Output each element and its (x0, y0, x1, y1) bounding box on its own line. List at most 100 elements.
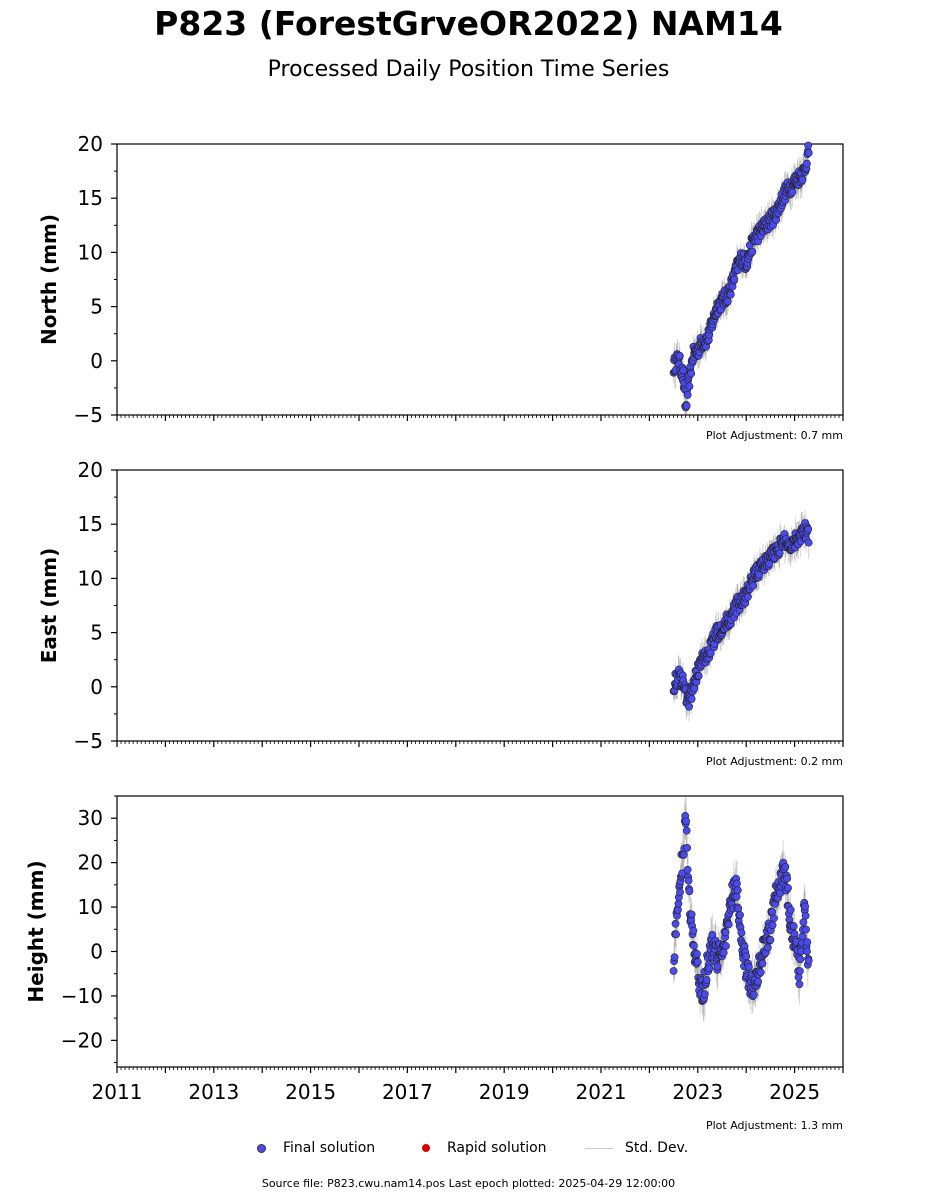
east-data-point (804, 538, 813, 547)
north-data-point (730, 275, 739, 284)
chart-subtitle: Processed Daily Position Time Series (267, 57, 670, 82)
legend-item-rapid: Rapid solution (422, 1138, 547, 1158)
east-data-point (706, 649, 715, 658)
source-footer: Source file: P823.cwu.nam14.pos Last epo… (261, 1177, 676, 1190)
east-ytick-label: 15 (78, 512, 103, 536)
height-data-point (689, 926, 698, 935)
height-data-point (795, 967, 804, 975)
east-data-point (687, 695, 696, 703)
legend-stddev-line (585, 1147, 613, 1149)
height-data-point (803, 947, 811, 956)
north-data-point (788, 188, 797, 197)
height-data-point (801, 902, 810, 911)
height-data-point (719, 948, 728, 957)
height-ytick-label: −20 (61, 1028, 103, 1052)
east-ytick-label: 20 (78, 458, 103, 482)
north-data-point (804, 141, 813, 150)
height-data-point (674, 899, 683, 908)
east-ytick-label: 0 (90, 675, 103, 699)
height-data-point (682, 817, 691, 826)
legend: Final solution Rapid solution Std. Dev. (0, 1138, 937, 1158)
north-data-point (726, 290, 735, 299)
height-xtick-label: 2015 (285, 1080, 336, 1104)
height-data-point (669, 967, 678, 975)
height-data-point (803, 938, 812, 947)
height-data-point (804, 956, 813, 965)
height-axis-label: Height (mm) (24, 860, 48, 1002)
east-axis-label: East (mm) (37, 548, 61, 664)
east-data-point (749, 581, 758, 590)
height-xtick-label: 2017 (382, 1080, 433, 1104)
height-data-point (683, 843, 692, 852)
height-data-point (700, 990, 709, 999)
height-data-point (801, 911, 810, 920)
height-data-point (754, 977, 762, 986)
height-data-point (744, 963, 753, 971)
height-data-point (770, 914, 778, 923)
north-ytick-label: 10 (78, 240, 103, 264)
north-data-point (748, 247, 757, 256)
north-ytick-label: 15 (78, 186, 103, 210)
height-ytick-label: −10 (61, 984, 103, 1008)
height-data-point (676, 888, 684, 897)
height-data-point (671, 919, 680, 928)
north-plot-adjustment: Plot Adjustment: 0.7 mm (705, 429, 843, 442)
height-ytick-label: 0 (90, 939, 103, 963)
height-data-point (734, 904, 743, 913)
north-data-point (687, 369, 696, 378)
height-data-point (786, 905, 795, 914)
east-data-point (694, 672, 703, 680)
height-data-point (732, 892, 741, 901)
north-ytick-label: 5 (90, 295, 103, 319)
height-data-point (736, 911, 744, 919)
height-xtick-label: 2021 (576, 1080, 627, 1104)
height-data-point (682, 826, 691, 835)
height-plot-adjustment: Plot Adjustment: 1.3 mm (705, 1119, 843, 1132)
height-data-point (784, 884, 792, 892)
east-ytick-label: 10 (78, 566, 103, 590)
north-data-point (683, 391, 692, 399)
chart-title: P823 (ForestGrveOR2022) NAM14 (154, 4, 783, 43)
east-data-point (685, 702, 693, 711)
north-data-point (798, 175, 807, 184)
north-axis-label: North (mm) (37, 214, 61, 345)
height-data-point (795, 980, 804, 989)
height-data-point (713, 962, 722, 971)
height-data-point (737, 928, 746, 937)
legend-item-final: Final solution (257, 1138, 375, 1158)
east-ytick-label: 5 (90, 621, 103, 645)
height-xtick-label: 2025 (769, 1080, 820, 1104)
height-xtick-label: 2013 (188, 1080, 239, 1104)
north-data-point (675, 351, 684, 360)
height-data-point (702, 976, 711, 984)
height-ytick-label: 30 (78, 806, 103, 830)
height-ytick-label: 10 (78, 895, 103, 919)
height-xtick-label: 2019 (479, 1080, 530, 1104)
height-xtick-label: 2023 (672, 1080, 723, 1104)
legend-rapid-label: Rapid solution (447, 1140, 547, 1156)
height-data-point (799, 918, 808, 927)
height-data-point (763, 943, 772, 952)
legend-item-stddev: Std. Dev. (585, 1138, 688, 1158)
legend-stddev-label: Std. Dev. (625, 1140, 689, 1156)
height-data-point (670, 953, 679, 962)
north-data-point (682, 401, 691, 410)
north-data-point (685, 382, 694, 391)
height-data-point (683, 865, 692, 874)
north-ytick-label: −5 (74, 403, 103, 427)
height-data-point (789, 922, 798, 931)
east-ytick-label: −5 (74, 729, 103, 753)
height-data-point (768, 921, 777, 930)
height-data-point (802, 925, 810, 934)
legend-final-label: Final solution (283, 1140, 376, 1156)
height-data-point (742, 952, 751, 961)
height-data-point (685, 887, 694, 896)
height-data-point (749, 990, 758, 999)
height-plot-frame (116, 795, 844, 1068)
east-data-point (775, 549, 784, 558)
height-data-point (672, 930, 680, 939)
height-data-point (733, 879, 741, 888)
east-data-point (690, 684, 699, 693)
height-data-point (722, 942, 730, 950)
